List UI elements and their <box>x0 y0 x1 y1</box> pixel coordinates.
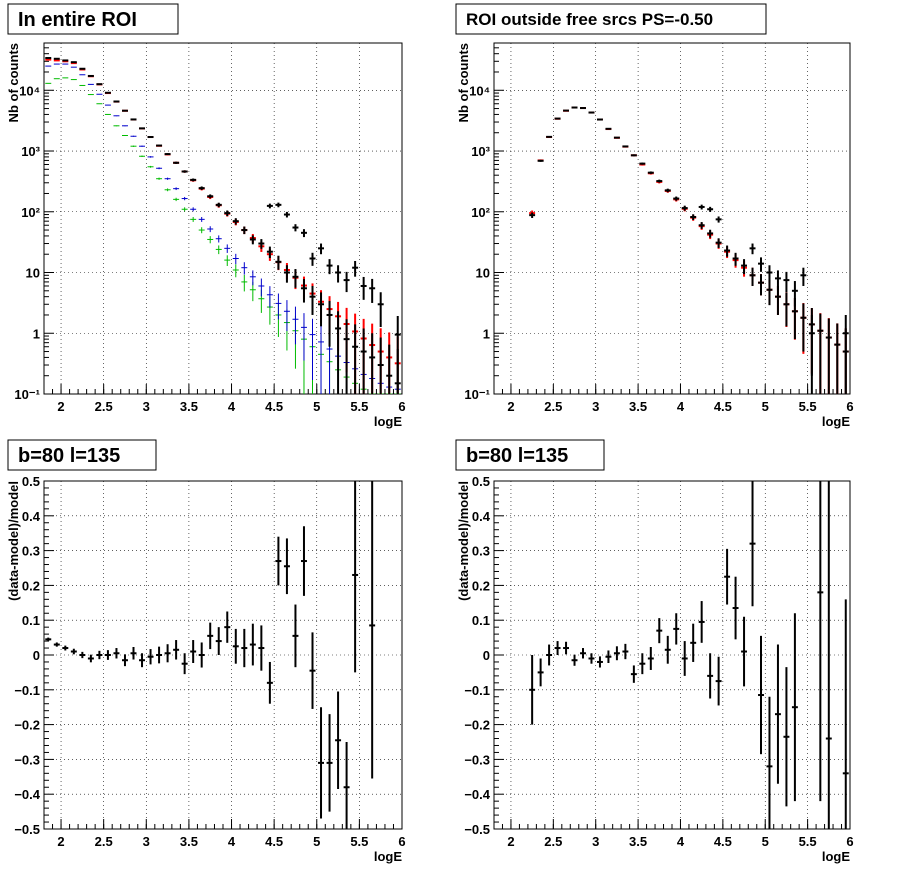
x-tick-label: 5.5 <box>350 399 368 414</box>
x-tick-label: 6 <box>398 834 405 849</box>
chart-panel-top-right: 2 2.5 3 3.5 4 4.5 5 5.5 6 10⁻¹ 1 10 10² 10³ 10⁴ logE Nb … <box>455 3 854 429</box>
y-tick-label: −0.5 <box>14 822 40 837</box>
y-tick-label: −0.1 <box>464 683 490 698</box>
y-tick-label: 10⁻¹ <box>464 387 490 402</box>
x-tick-label: 4.5 <box>265 399 283 414</box>
y-tick-label: −0.3 <box>464 752 490 767</box>
x-tick-label: 2 <box>57 834 64 849</box>
y-axis-title: Nb of counts <box>456 43 471 122</box>
x-tick-label: 5 <box>762 834 769 849</box>
y-tick-label: 0 <box>483 648 490 663</box>
plot-frame <box>43 42 403 395</box>
x-tick-label: 5 <box>762 399 769 414</box>
y-tick-label: 10 <box>476 266 490 281</box>
y-tick-label: 0.3 <box>472 544 490 559</box>
x-tick-label: 5.5 <box>350 834 368 849</box>
x-tick-label: 2.5 <box>544 399 562 414</box>
panel-title-box <box>455 439 605 471</box>
y-tick-label: −0.4 <box>464 787 490 802</box>
y-tick-label: 10³ <box>471 144 490 159</box>
x-tick-label: 5.5 <box>799 834 817 849</box>
x-tick-label: 5 <box>313 399 320 414</box>
panel-title: ROI outside free srcs PS=-0.50 <box>466 10 713 29</box>
x-tick-label: 2 <box>57 399 64 414</box>
data-layer <box>45 481 376 829</box>
panel-title-box <box>455 3 767 35</box>
y-tick-label: −0.2 <box>14 718 40 733</box>
x-tick-label: 3 <box>592 399 599 414</box>
y-tick-label: 10² <box>21 205 40 220</box>
y-tick-label: 0.5 <box>22 474 40 489</box>
x-tick-label: 4 <box>228 834 236 849</box>
y-tick-label: 1 <box>33 326 40 341</box>
y-tick-label: 0 <box>33 648 40 663</box>
data-layer <box>45 56 401 394</box>
y-tick-label: 10⁴ <box>19 83 40 98</box>
y-tick-label: 10⁴ <box>469 83 490 98</box>
x-tick-label: 4.5 <box>714 399 732 414</box>
chart-panel-bottom-right: 2 2.5 3 3.5 4 4.5 5 5.5 6 −0.5 −0.4 −0.3 −0.2 −0.1 0 0.… <box>455 439 854 864</box>
y-tick-label: −0.4 <box>14 787 40 802</box>
y-axis-title: Nb of counts <box>6 43 21 122</box>
x-tick-label: 5 <box>313 834 320 849</box>
x-tick-label: 2 <box>507 834 514 849</box>
x-tick-label: 4.5 <box>714 834 732 849</box>
y-tick-label: 0.1 <box>472 613 490 628</box>
x-tick-label: 2 <box>507 399 514 414</box>
x-axis-title: logE <box>374 414 402 429</box>
plot-frame <box>493 42 851 395</box>
x-axis-title: logE <box>374 849 402 864</box>
x-tick-label: 2.5 <box>544 834 562 849</box>
x-tick-label: 4 <box>677 399 685 414</box>
y-tick-label: 0.5 <box>472 474 490 489</box>
data-layer <box>529 481 849 829</box>
panel-title: b=80 l=135 <box>466 445 568 467</box>
y-tick-label: 0.2 <box>472 578 490 593</box>
data-layer <box>529 106 849 394</box>
y-tick-label: 10² <box>471 205 490 220</box>
chart-panel-bottom-left: 2 2.5 3 3.5 4 4.5 5 5.5 6 −0.5 −0.4 −0.3 −0.2 −0.1 0 0.… <box>6 439 406 864</box>
x-tick-label: 3 <box>592 834 599 849</box>
y-tick-label: −0.2 <box>464 718 490 733</box>
x-tick-label: 6 <box>846 399 853 414</box>
x-axis-title: logE <box>822 849 850 864</box>
y-tick-label: 0.1 <box>22 613 40 628</box>
x-tick-label: 2.5 <box>95 834 113 849</box>
x-tick-label: 5.5 <box>799 399 817 414</box>
y-tick-label: 0.4 <box>472 509 491 524</box>
y-tick-label: −0.5 <box>464 822 490 837</box>
panel-title-box <box>7 439 157 471</box>
chart-panel-top-left: 2 2.5 3 3.5 4 4.5 5 5.5 6 10⁻¹ 1 10 10² 10³ 10⁴ logE Nb … <box>6 3 406 429</box>
x-axis-title: logE <box>822 414 850 429</box>
x-tick-label: 6 <box>846 834 853 849</box>
y-tick-label: 0.4 <box>22 509 41 524</box>
y-tick-label: 0.3 <box>22 544 40 559</box>
y-tick-label: 1 <box>483 326 490 341</box>
panel-title-box <box>7 3 179 35</box>
y-tick-label: 0.2 <box>22 578 40 593</box>
x-tick-label: 2.5 <box>95 399 113 414</box>
panel-title: b=80 l=135 <box>18 445 120 467</box>
y-tick-label: 10³ <box>21 144 40 159</box>
y-tick-label: −0.3 <box>14 752 40 767</box>
x-tick-label: 6 <box>398 399 405 414</box>
x-tick-label: 3.5 <box>180 399 198 414</box>
x-tick-label: 3 <box>143 399 150 414</box>
x-tick-label: 3.5 <box>629 834 647 849</box>
x-tick-label: 4 <box>677 834 685 849</box>
x-tick-label: 3.5 <box>629 399 647 414</box>
x-tick-label: 4.5 <box>265 834 283 849</box>
x-tick-label: 3.5 <box>180 834 198 849</box>
x-tick-label: 3 <box>143 834 150 849</box>
y-tick-label: 10 <box>26 266 40 281</box>
panel-title: In entire ROI <box>18 9 137 31</box>
x-tick-label: 4 <box>228 399 236 414</box>
y-tick-label: 10⁻¹ <box>14 387 40 402</box>
plot-frame <box>43 480 403 830</box>
y-axis-title: (data-model)/model <box>6 481 21 601</box>
y-tick-label: −0.1 <box>14 683 40 698</box>
y-axis-title: (data-model)/model <box>456 481 471 601</box>
